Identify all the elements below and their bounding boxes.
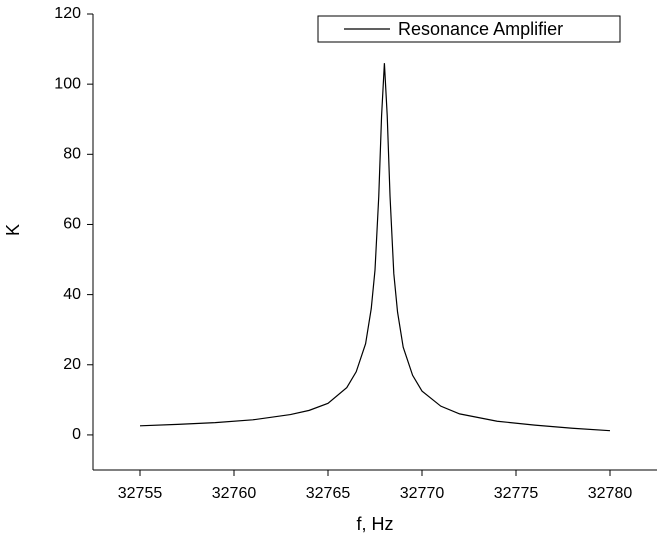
x-tick-label: 32780 xyxy=(588,485,633,502)
y-tick-label: 80 xyxy=(63,146,81,163)
x-axis-label: f, Hz xyxy=(356,514,393,534)
y-axis-label: K xyxy=(3,224,23,236)
y-tick-label: 0 xyxy=(72,426,81,443)
y-tick-label: 60 xyxy=(63,216,81,233)
x-tick-label: 32770 xyxy=(400,485,445,502)
x-tick-label: 32760 xyxy=(212,485,257,502)
legend-label: Resonance Amplifier xyxy=(398,19,563,39)
y-tick-label: 40 xyxy=(63,286,81,303)
x-tick-label: 32765 xyxy=(306,485,351,502)
y-tick-label: 100 xyxy=(54,75,81,92)
y-tick-label: 20 xyxy=(63,356,81,373)
data-line xyxy=(139,63,611,432)
x-tick-label: 32775 xyxy=(494,485,539,502)
y-tick-label: 120 xyxy=(54,5,81,22)
x-tick-label: 32755 xyxy=(118,485,163,502)
